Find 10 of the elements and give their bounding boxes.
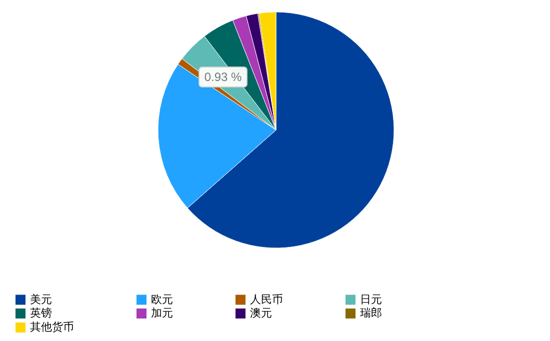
legend-label: 美元	[30, 292, 52, 306]
legend-label: 瑞郎	[360, 306, 382, 320]
legend-label: 人民币	[250, 292, 283, 306]
legend-label: 欧元	[151, 294, 173, 306]
legend-label: 日元	[360, 294, 382, 306]
legend-label: 澳元	[250, 308, 272, 320]
legend-label: 英镑	[30, 306, 52, 320]
legend-label: 其他货币	[30, 320, 74, 334]
text: 0.93 %	[204, 70, 242, 84]
legend-label: 加元	[151, 306, 173, 320]
